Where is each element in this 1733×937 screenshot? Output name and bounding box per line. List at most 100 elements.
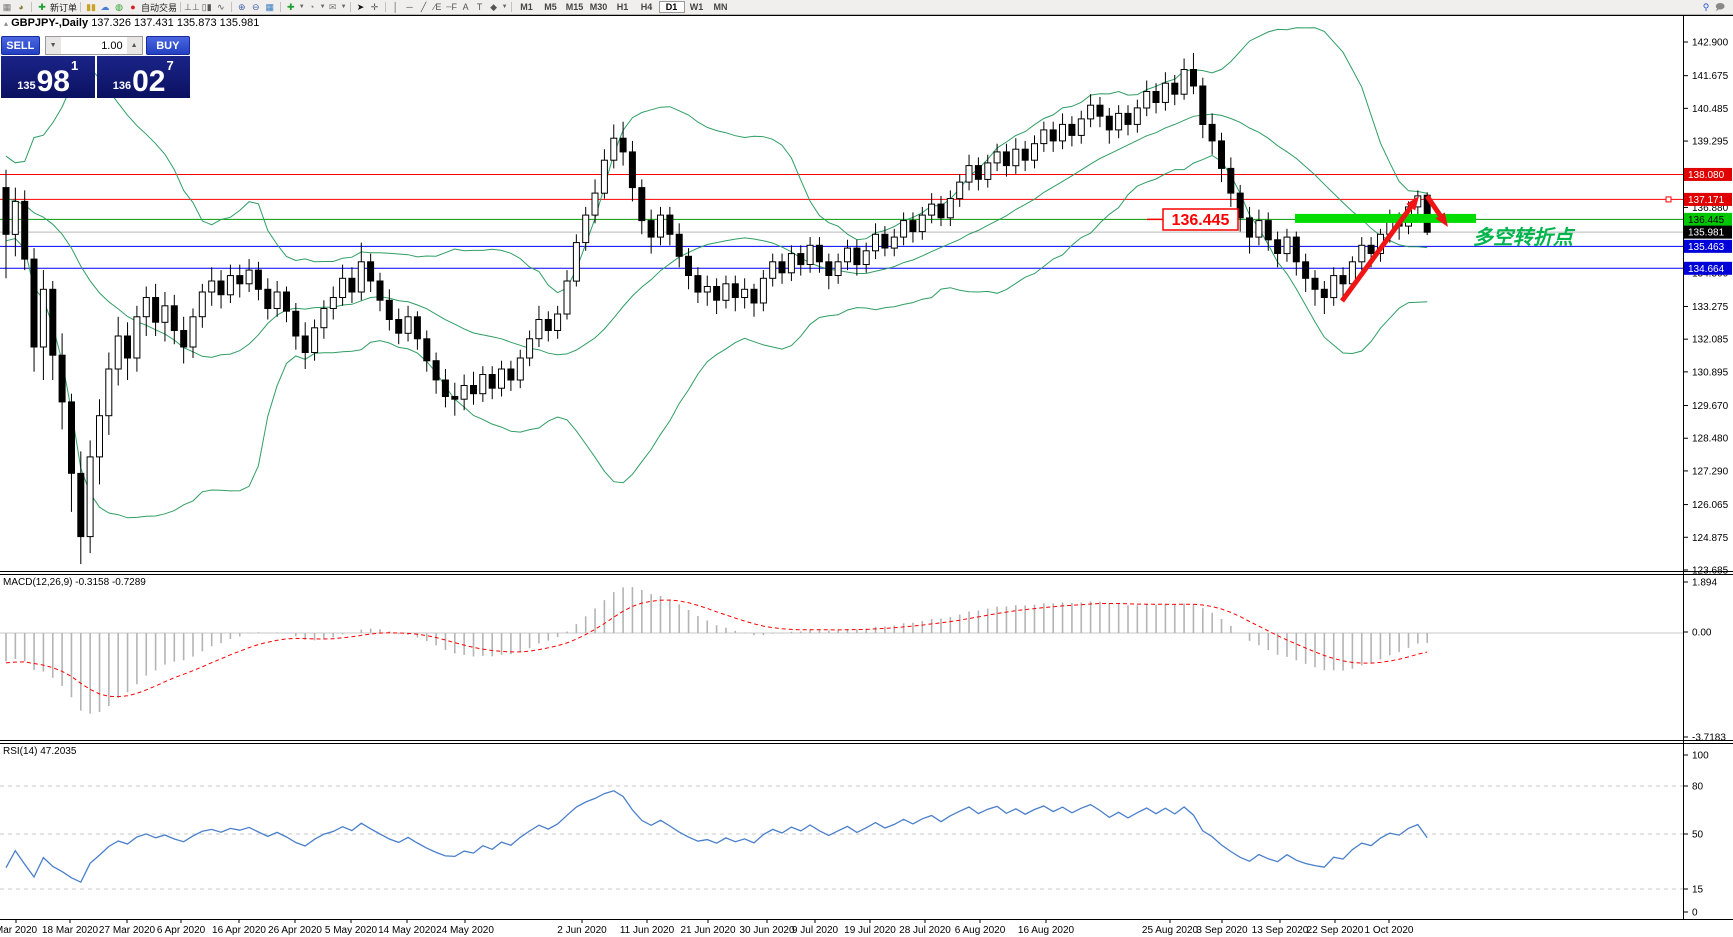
date-tick-label[interactable]: 13 Sep 2020 — [1252, 925, 1309, 936]
dropdown-caret-icon[interactable]: ▼ — [319, 4, 326, 10]
date-tick-label[interactable]: 3 Sep 2020 — [1196, 925, 1248, 936]
candle-bullish — [1012, 148, 1020, 167]
line-chart-icon[interactable]: ∿ — [216, 2, 225, 12]
crosshair-icon[interactable]: ✛ — [370, 2, 379, 12]
arrows-icon[interactable]: ◆ — [490, 2, 498, 12]
alerts-icon[interactable]: ✉ — [328, 2, 337, 12]
horizontal-line-icon[interactable]: ─ — [406, 2, 413, 12]
candle-bearish — [236, 275, 244, 285]
date-tick-label[interactable]: 2 Jun 2020 — [557, 925, 607, 936]
candle-bullish — [1255, 220, 1263, 238]
candle-bearish — [1190, 69, 1197, 87]
candle-bullish — [1133, 107, 1141, 125]
candle-bullish — [1330, 275, 1338, 299]
timeframe-d1-button[interactable]: D1 — [658, 1, 685, 13]
lot-increase-button[interactable]: ▲ — [126, 37, 142, 54]
community-icon[interactable]: ☁ — [100, 2, 110, 12]
turning-point-text-annotation[interactable]: 多空转折点 — [1473, 226, 1576, 249]
candle-bearish — [1227, 167, 1235, 194]
text-label-icon[interactable]: T — [476, 2, 483, 12]
timeframe-m30-button[interactable]: M30 — [589, 2, 608, 12]
autotrade-icon[interactable]: ● — [130, 2, 136, 12]
search-icon[interactable]: ⚲ — [1702, 2, 1710, 12]
new-chart-icon[interactable]: ✚ — [286, 2, 295, 12]
candle-bullish — [956, 181, 964, 200]
date-tick-label[interactable]: 18 Mar 2020 — [42, 925, 99, 936]
gold-icon[interactable]: ▮▮ — [86, 2, 96, 12]
rsi-label: RSI(14) 47.2035 — [3, 746, 77, 757]
candle-bullish — [582, 214, 590, 244]
trendline-icon[interactable]: ╱ — [420, 2, 427, 12]
dropdown-caret-icon[interactable]: ▼ — [501, 4, 508, 10]
tile-windows-icon[interactable]: ▦ — [265, 2, 274, 12]
profiles-icon[interactable]: ◔ — [308, 2, 315, 12]
price-box-annotation[interactable] — [1162, 208, 1239, 231]
buy-button[interactable]: BUY — [145, 36, 190, 55]
trend-arrow-down[interactable] — [1424, 194, 1443, 217]
cursor-icon[interactable]: ➤ — [356, 2, 365, 12]
new-order-icon[interactable]: ✚ — [38, 2, 46, 12]
new-order-button[interactable]: ✚ 新订单 — [35, 1, 77, 14]
date-tick-label[interactable]: 11 Jun 2020 — [620, 925, 675, 936]
date-tick-label[interactable]: 16 Aug 2020 — [1018, 925, 1075, 936]
candle-bearish — [694, 275, 702, 293]
date-tick-label[interactable]: Mar 2020 — [0, 925, 38, 936]
text-icon[interactable]: A — [462, 2, 469, 12]
timeframe-w1-button[interactable]: W1 — [689, 2, 704, 12]
date-tick-label[interactable]: 19 Jul 2020 — [844, 925, 896, 936]
sell-price[interactable]: 135 98 1 — [1, 56, 95, 98]
date-tick-label[interactable]: 22 Sep 2020 — [1307, 925, 1364, 936]
timeframe-h4-button[interactable]: H4 — [640, 2, 653, 12]
sell-button[interactable]: SELL — [1, 36, 40, 55]
date-tick-label[interactable]: 14 May 2020 — [378, 925, 436, 936]
lot-input[interactable] — [60, 37, 127, 54]
date-tick-label[interactable]: 1 Oct 2020 — [1365, 925, 1414, 936]
highlight-bar-annotation[interactable] — [1295, 213, 1476, 223]
candle-bearish — [1292, 236, 1300, 263]
channel-icon[interactable]: ∕E — [433, 2, 442, 12]
timeframe-mn-button[interactable]: MN — [713, 2, 728, 12]
charts-window-icon[interactable]: ▦ — [2, 2, 12, 12]
date-tick-label[interactable]: 26 Apr 2020 — [268, 925, 322, 936]
candle-bearish — [1311, 277, 1319, 290]
timeframe-m5-button[interactable]: M5 — [544, 2, 557, 12]
date-tick-label[interactable]: 21 Jun 2020 — [680, 925, 735, 936]
macd-signal-line — [5, 599, 1428, 698]
search-chart-icon[interactable]: ◕ — [18, 2, 24, 12]
fibonacci-icon[interactable]: ┄F — [446, 2, 458, 12]
candle-bullish — [498, 368, 505, 389]
date-tick-label[interactable]: 5 May 2020 — [325, 925, 378, 936]
date-tick-label[interactable]: 25 Aug 2020 — [1142, 925, 1199, 936]
zoom-in-icon[interactable]: ⊕ — [237, 2, 246, 12]
date-tick-label[interactable]: 6 Apr 2020 — [157, 925, 206, 936]
buy-price[interactable]: 136 02 7 — [96, 56, 190, 98]
trend-arrow-up[interactable] — [1339, 205, 1413, 303]
zoom-out-icon[interactable]: ⊖ — [251, 2, 260, 12]
candle-bullish — [1040, 129, 1048, 145]
signal-icon[interactable]: ◍ — [115, 2, 123, 12]
date-tick-label[interactable]: 9 Jul 2020 — [792, 925, 839, 936]
date-tick-label[interactable]: 28 Jul 2020 — [899, 925, 951, 936]
candlestick-chart-icon[interactable]: ▯▮ — [201, 2, 212, 12]
hline-handle[interactable] — [1665, 196, 1672, 203]
vertical-line-icon[interactable]: │ — [392, 2, 399, 12]
chart-title: ▴ GBPJPY-,Daily 137.326 137.431 135.873 … — [4, 17, 259, 29]
date-tick-label[interactable]: 6 Aug 2020 — [955, 925, 1006, 936]
chat-icon[interactable]: 🗩 — [1715, 2, 1725, 12]
lot-decrease-button[interactable]: ▼ — [45, 37, 61, 54]
date-tick-label[interactable]: 24 May 2020 — [436, 925, 494, 936]
date-tick-label[interactable]: 16 Apr 2020 — [212, 925, 266, 936]
autotrade-button[interactable]: ● 自动交易 — [126, 1, 177, 14]
timeframe-m1-button[interactable]: M1 — [520, 2, 533, 12]
timeframe-h1-button[interactable]: H1 — [616, 2, 629, 12]
bollinger-lower-line[interactable] — [5, 154, 1428, 519]
dropdown-caret-icon[interactable]: ▼ — [298, 4, 305, 10]
candle-bullish — [479, 374, 487, 395]
date-tick-label[interactable]: 27 Mar 2020 — [99, 925, 156, 936]
date-tick-label[interactable]: 30 Jun 2020 — [739, 925, 794, 936]
dropdown-caret-icon[interactable]: ▼ — [340, 4, 347, 10]
bar-chart-icon[interactable]: ⊥⊥ — [184, 2, 200, 12]
timeframe-m15-button[interactable]: M15 — [565, 2, 584, 12]
bollinger-middle-line[interactable] — [5, 113, 1428, 358]
candle-bearish — [283, 291, 290, 312]
